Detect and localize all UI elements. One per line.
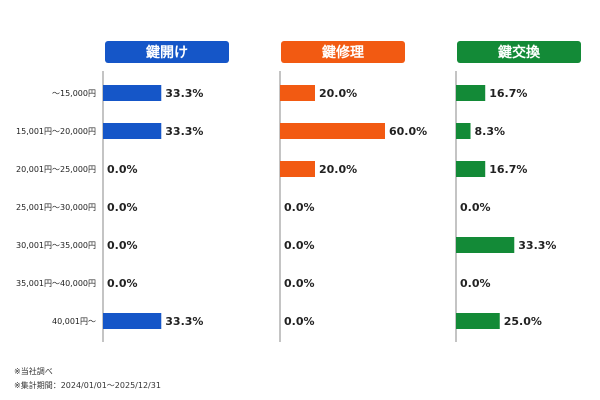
bar <box>280 161 315 177</box>
data-label: 20.0% <box>319 163 357 176</box>
data-label: 0.0% <box>107 163 138 176</box>
data-label: 0.0% <box>107 277 138 290</box>
category-label: ～15,000円 <box>52 89 96 98</box>
category-label: 30,001円～35,000円 <box>16 241 96 250</box>
data-label: 33.3% <box>165 125 203 138</box>
bar <box>103 85 162 101</box>
category-label: 40,001円～ <box>52 317 96 326</box>
data-label: 0.0% <box>460 277 491 290</box>
data-label: 0.0% <box>284 239 315 252</box>
category-label: 20,001円～25,000円 <box>16 165 96 174</box>
bar <box>456 123 471 139</box>
category-label: 15,001円～20,000円 <box>16 127 96 136</box>
data-label: 0.0% <box>107 239 138 252</box>
data-label: 0.0% <box>284 277 315 290</box>
bar <box>456 237 515 253</box>
data-label: 16.7% <box>489 163 527 176</box>
bar <box>456 161 486 177</box>
data-label: 25.0% <box>504 315 542 328</box>
data-label: 0.0% <box>107 201 138 214</box>
data-label: 33.3% <box>165 315 203 328</box>
data-label: 20.0% <box>319 87 357 100</box>
series-header-label: 鍵開け <box>146 44 188 61</box>
series-header-box <box>457 41 581 63</box>
bar <box>456 85 486 101</box>
data-label: 8.3% <box>475 125 506 138</box>
bar <box>280 123 385 139</box>
period-note: ※集計期間：2024/01/01～2025/12/31 <box>14 381 161 390</box>
category-label: 25,001円～30,000円 <box>16 203 96 212</box>
data-label: 33.3% <box>165 87 203 100</box>
bar <box>456 313 500 329</box>
series-header-box <box>105 41 229 63</box>
bar <box>103 123 162 139</box>
data-label: 0.0% <box>284 201 315 214</box>
data-label: 0.0% <box>284 315 315 328</box>
data-label: 16.7% <box>489 87 527 100</box>
source-note: ※当社調べ <box>14 367 53 376</box>
series-header-box <box>281 41 405 63</box>
series-header-label: 鍵修理 <box>322 44 364 61</box>
bar <box>103 313 162 329</box>
series-header-label: 鍵交換 <box>498 44 541 61</box>
data-label: 60.0% <box>389 125 427 138</box>
data-label: 0.0% <box>460 201 491 214</box>
category-label: 35,001円～40,000円 <box>16 279 96 288</box>
data-label: 33.3% <box>518 239 556 252</box>
bar <box>280 85 315 101</box>
